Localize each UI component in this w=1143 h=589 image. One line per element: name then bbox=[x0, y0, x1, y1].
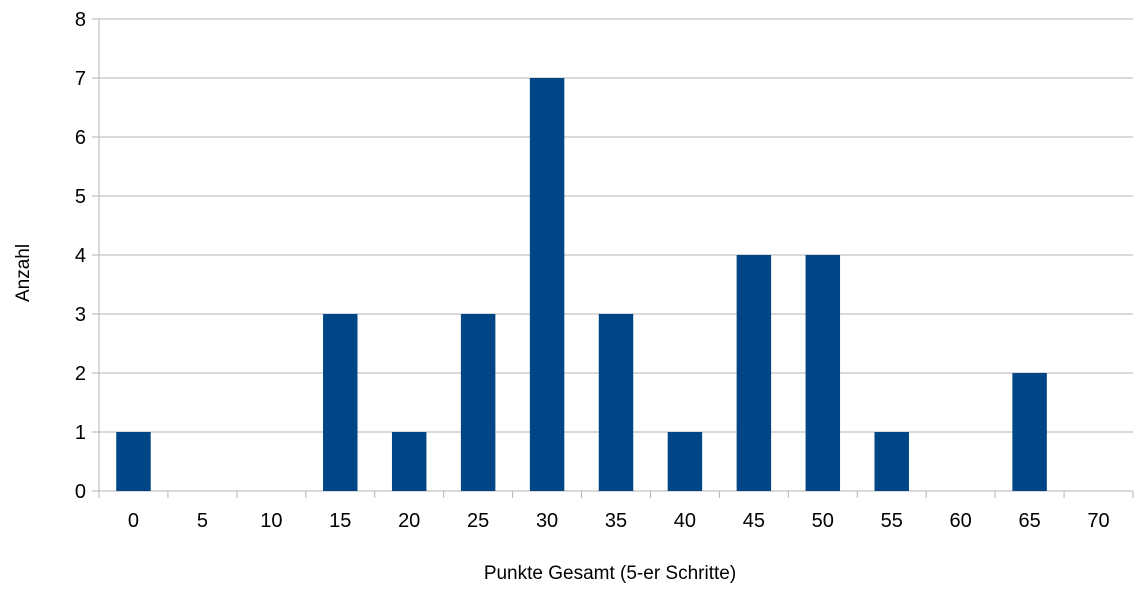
x-tick-label: 5 bbox=[197, 510, 208, 532]
bar-35 bbox=[598, 314, 634, 491]
x-tick-label: 45 bbox=[743, 510, 765, 532]
x-tick-label: 70 bbox=[1087, 510, 1109, 532]
bar-20 bbox=[391, 432, 427, 491]
y-tick-label: 0 bbox=[75, 481, 86, 503]
bar-25 bbox=[460, 314, 496, 491]
x-tick-label: 40 bbox=[674, 510, 696, 532]
bar-50 bbox=[805, 255, 841, 491]
x-tick-label: 25 bbox=[467, 510, 489, 532]
bar-65 bbox=[1012, 373, 1047, 491]
bar-0 bbox=[116, 432, 151, 491]
x-tick-label: 10 bbox=[260, 510, 282, 532]
x-tick-label: 15 bbox=[329, 510, 351, 532]
x-tick-labels: 0 5 10 15 20 25 30 35 40 45 50 55 60 65 70 bbox=[128, 510, 1110, 532]
bar-40 bbox=[667, 432, 703, 491]
x-tick-label: 50 bbox=[812, 510, 834, 532]
x-tick-label: 55 bbox=[881, 510, 903, 532]
bar-55 bbox=[874, 432, 909, 491]
gridlines bbox=[99, 18, 1133, 492]
axes bbox=[92, 18, 1134, 498]
x-tick-label: 60 bbox=[950, 510, 972, 532]
bar-45 bbox=[736, 255, 772, 491]
y-tick-label: 2 bbox=[75, 363, 86, 385]
y-tick-label: 5 bbox=[75, 186, 86, 208]
bar-15 bbox=[323, 314, 358, 491]
x-axis-title: Punkte Gesamt (5-er Schritte) bbox=[484, 563, 736, 584]
y-axis-title: Anzahl bbox=[13, 244, 34, 302]
y-tick-label: 6 bbox=[75, 127, 86, 149]
x-tick-label: 30 bbox=[536, 510, 558, 532]
x-tick-label: 65 bbox=[1018, 510, 1040, 532]
y-tick-label: 3 bbox=[75, 304, 86, 326]
y-tick-labels: 0 1 2 3 4 5 6 7 8 bbox=[75, 9, 86, 503]
y-tick-label: 4 bbox=[75, 245, 86, 267]
x-tick-label: 35 bbox=[605, 510, 627, 532]
y-tick-label: 1 bbox=[75, 422, 86, 444]
y-tick-label: 7 bbox=[75, 68, 86, 90]
x-tick-label: 0 bbox=[128, 510, 139, 532]
bars bbox=[116, 78, 1047, 491]
y-tick-label: 8 bbox=[75, 9, 86, 31]
bar-30 bbox=[529, 78, 565, 491]
x-tick-label: 20 bbox=[398, 510, 420, 532]
